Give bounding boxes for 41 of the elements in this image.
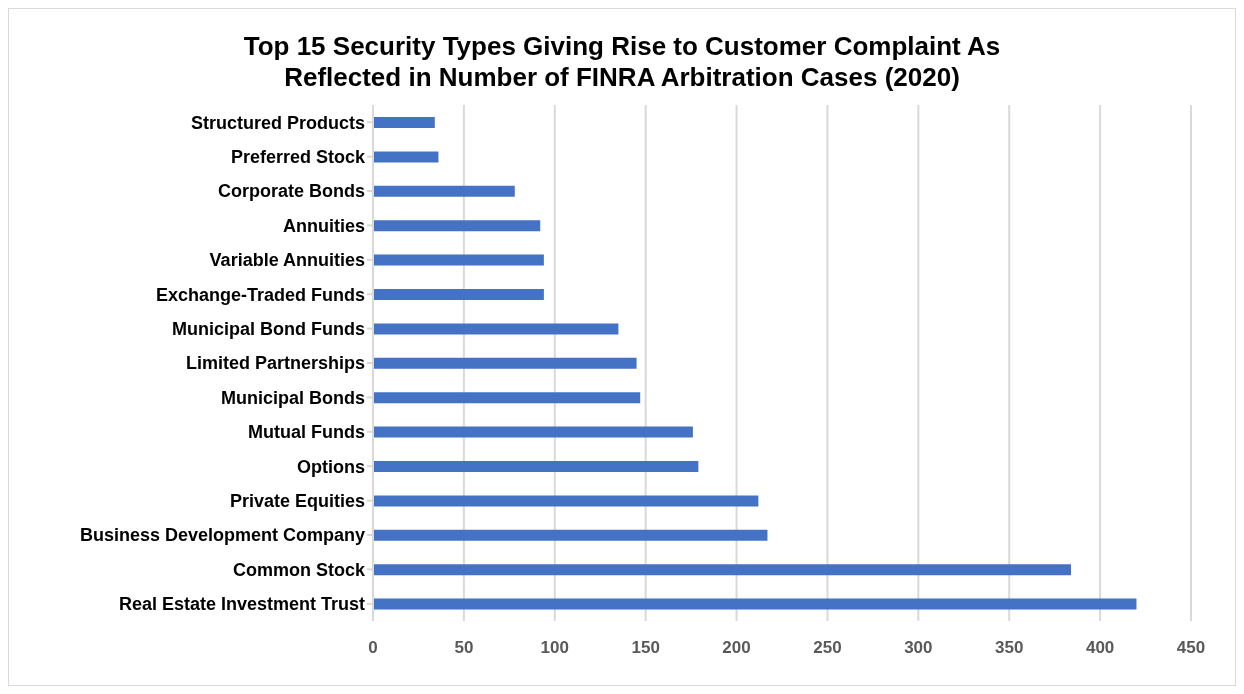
chart-title: Top 15 Security Types Giving Rise to Customer Complaint As Reflected in Number of FINRA Arbitration Cases (2020) bbox=[242, 30, 1002, 93]
y-tick-label: Options bbox=[297, 456, 365, 477]
x-tick-label: 0 bbox=[368, 638, 378, 658]
y-tick-label: Common Stock bbox=[232, 559, 366, 580]
bar bbox=[373, 495, 759, 507]
y-tick-label: Business Development Company bbox=[79, 525, 365, 546]
x-tick-label: 150 bbox=[631, 638, 660, 658]
x-tick-label: 50 bbox=[454, 638, 474, 658]
bar bbox=[373, 323, 619, 335]
bar bbox=[373, 117, 435, 128]
bar bbox=[373, 426, 693, 438]
x-tick-label: 100 bbox=[540, 638, 569, 658]
y-tick-label: Corporate Bonds bbox=[217, 181, 365, 202]
bar bbox=[373, 220, 541, 232]
y-tick-label: Mutual Funds bbox=[248, 422, 365, 443]
y-tick-label: Municipal Bond Funds bbox=[172, 318, 365, 339]
bar bbox=[373, 598, 1137, 610]
bar bbox=[373, 185, 515, 197]
y-tick-label: Variable Annuities bbox=[209, 250, 365, 271]
y-tick-label: Real Estate Investment Trust bbox=[118, 594, 365, 615]
y-tick-label: Private Equities bbox=[229, 490, 365, 511]
bar bbox=[373, 254, 544, 266]
bar bbox=[373, 529, 768, 541]
x-tick-label: 400 bbox=[1085, 638, 1115, 658]
x-tick-label: 200 bbox=[722, 638, 751, 658]
y-tick-label: Structured Products bbox=[190, 112, 365, 133]
bar bbox=[373, 151, 439, 163]
bar bbox=[373, 461, 699, 472]
bar bbox=[373, 289, 544, 300]
y-tick-label: Annuities bbox=[282, 215, 365, 236]
x-tick-label: 450 bbox=[1176, 638, 1206, 658]
y-tick-label: Preferred Stock bbox=[230, 146, 366, 167]
y-tick-label: Municipal Bonds bbox=[221, 387, 365, 408]
y-tick-label: Exchange-Traded Funds bbox=[155, 284, 365, 305]
bar bbox=[373, 392, 641, 404]
bar bbox=[373, 564, 1072, 576]
x-tick-label: 350 bbox=[995, 638, 1024, 658]
x-tick-label: 300 bbox=[904, 638, 933, 658]
bar bbox=[373, 357, 637, 369]
x-tick-label: 250 bbox=[813, 638, 842, 658]
y-tick-label: Limited Partnerships bbox=[185, 353, 365, 374]
